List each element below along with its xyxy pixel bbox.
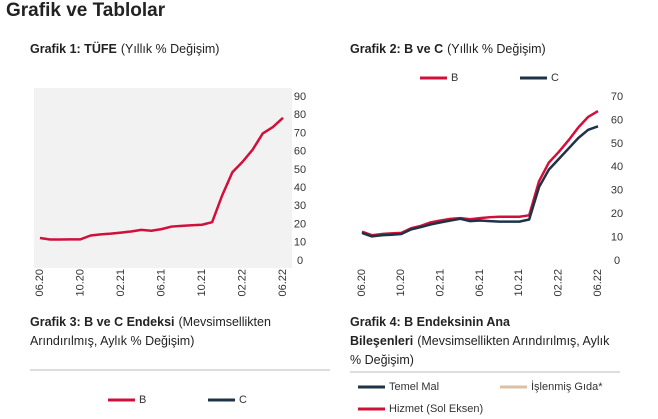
legend-label: Hizmet (Sol Eksen) (389, 403, 483, 415)
y-tick-label: 40 (294, 182, 306, 194)
x-tick-label: 06.22 (277, 269, 289, 297)
legend-label: İşlenmiş Gıda* (531, 380, 603, 393)
x-tick-label: 10.20 (74, 269, 86, 297)
y-tick-label: 50 (611, 138, 623, 150)
legend-label: C (551, 72, 559, 84)
y-tick-label: 10 (294, 237, 306, 249)
series-line (39, 116, 284, 241)
page-title: Grafik ve Tablolar (6, 0, 166, 21)
legend-label: B (451, 72, 458, 84)
x-tick-label: 02.21 (115, 269, 127, 297)
chart-subtitle: (Yıllık % Değişim) (447, 42, 546, 56)
x-tick-label: 10.21 (513, 269, 525, 297)
chart-subtitle: (Mevsimsellikten Arındırılmış, Aylık % D… (30, 315, 271, 348)
caption: Grafik 3: B ve C Endeksi (Mevsimsellikten… (30, 313, 330, 351)
x-tick-label: 06.22 (592, 269, 604, 297)
legend-label: B (139, 394, 146, 406)
legend-label: Temel Mal (389, 381, 439, 393)
series-line (361, 109, 599, 237)
y-tick-label: 80 (294, 109, 306, 121)
x-tick-label: 10.20 (395, 269, 407, 297)
x-tick-label: 06.21 (155, 269, 167, 297)
legend-label: C (239, 394, 247, 406)
y-tick-label: 0 (614, 255, 620, 267)
chart-title: Grafik 3: B ve C Endeksi (30, 315, 175, 329)
x-tick-label: 06.20 (356, 269, 368, 297)
chart-subtitle: (Yıllık % Değişim) (120, 42, 220, 56)
y-tick-label: 70 (611, 91, 623, 103)
x-tick-label: 02.22 (236, 269, 248, 297)
y-tick-label: 10 (611, 231, 623, 243)
x-tick-label: 06.21 (474, 269, 486, 297)
y-tick-label: 70 (294, 127, 306, 139)
x-tick-label: 02.22 (553, 269, 565, 297)
caption: Grafik 1: TÜFE (Yıllık % Değişim) (30, 40, 330, 59)
x-tick-label: 02.21 (435, 269, 447, 297)
caption: Grafik 2: B ve C (Yıllık % Değişim) (350, 40, 650, 59)
y-tick-label: 60 (294, 146, 306, 158)
chart-title: Grafik 1: TÜFE (30, 42, 117, 56)
chart-subtitle: (Mevsimsellikten Arındırılmış, Aylık % D… (350, 334, 610, 367)
x-tick-label: 10.21 (196, 269, 208, 297)
chart-title: Grafik 2: B ve C (350, 42, 444, 56)
y-tick-label: 20 (294, 218, 306, 230)
y-tick-label: 0 (297, 255, 303, 267)
y-tick-label: 90 (294, 91, 306, 103)
y-tick-label: 30 (294, 200, 306, 212)
plot-panel (34, 88, 292, 268)
caption: Grafik 4: B Endeksinin Ana Bileşenleri (M… (350, 313, 610, 370)
y-tick-label: 60 (611, 114, 623, 126)
y-tick-label: 50 (294, 164, 306, 176)
y-tick-label: 40 (611, 161, 623, 173)
x-tick-label: 06.20 (34, 269, 46, 297)
y-tick-label: 30 (611, 185, 623, 197)
y-tick-label: 20 (611, 208, 623, 220)
chart-title: Grafik 4: B Endeksinin Ana Bileşenleri (350, 315, 510, 348)
series-line (361, 125, 599, 238)
